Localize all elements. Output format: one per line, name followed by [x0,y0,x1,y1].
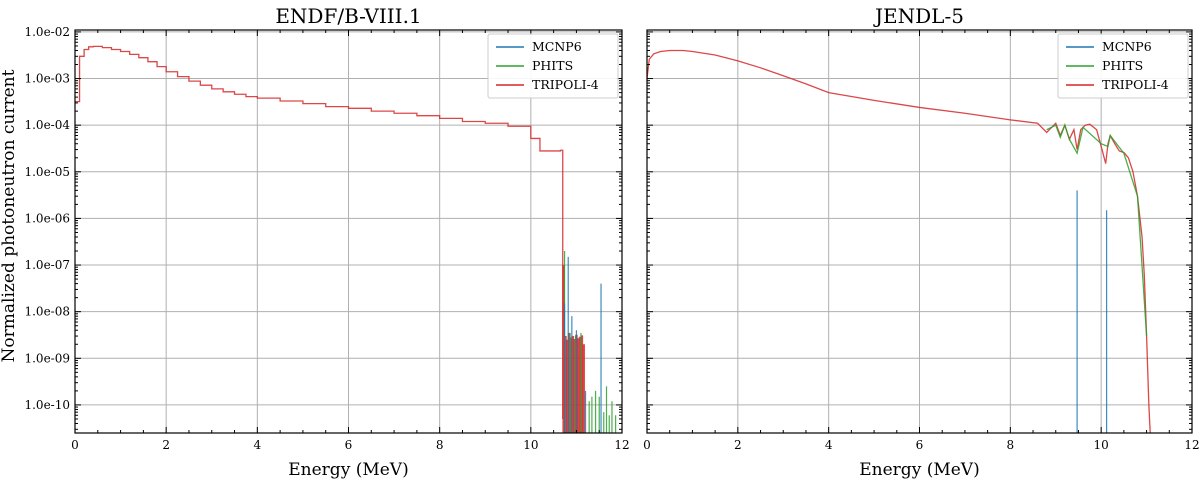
x-tick-label: 8 [1007,438,1015,452]
x-tick-label: 12 [614,438,629,452]
x-tick-label: 2 [734,438,742,452]
chart-title: ENDF/B-VIII.1 [275,4,421,28]
chart-panel-endf: ENDF/B-VIII.1 Energy (MeV) 0 2 4 6 8 10 12 1.0e… [24,4,629,480]
legend-label: PHITS [1102,58,1143,73]
x-tick-label: 10 [1094,438,1109,452]
x-tick-label: 4 [254,438,262,452]
x-axis-label: Energy (MeV) [859,460,979,480]
y-tick-label: 1.0e-02 [24,25,70,39]
y-tick-label: 1.0e-10 [24,398,70,412]
x-tick-label: 12 [1184,438,1199,452]
legend-label: MCNP6 [532,39,582,54]
x-tick-label: 0 [643,438,651,452]
x-tick-label: 2 [162,438,170,452]
legend-box [1057,33,1189,99]
y-tick-label: 1.0e-05 [24,165,70,179]
figure-ylabel: Normalized photoneutron current [0,69,19,362]
legend-label: PHITS [532,58,573,73]
y-tick-label: 1.0e-03 [24,72,70,86]
chart-panel-jendl: JENDL-5 Energy (MeV) 0 2 4 6 8 10 12 MCNP6 PHITS… [643,4,1199,480]
x-tick-label: 10 [523,438,538,452]
chart-title: JENDL-5 [873,4,964,28]
y-tick-label: 1.0e-04 [24,118,70,132]
x-axis-label: Energy (MeV) [288,460,408,480]
series-line-phits [1046,123,1148,337]
legend: MCNP6 PHITS TRIPOLI-4 [1057,33,1189,99]
x-tick-label: 6 [345,438,353,452]
series-line-tripoli-4 [647,49,1151,433]
legend-label: TRIPOLI-4 [1102,77,1169,92]
y-tick-label: 1.0e-08 [24,305,70,319]
series-line-tripoli-4 [75,45,564,419]
y-tick-label: 1.0e-06 [24,211,70,225]
legend-label: TRIPOLI-4 [532,77,599,92]
x-tick-label: 0 [71,438,79,452]
legend-label: MCNP6 [1102,39,1152,54]
legend-box [487,33,619,99]
y-tick-label: 1.0e-07 [24,258,70,272]
y-tick-label: 1.0e-09 [24,351,70,365]
x-tick-label: 4 [825,438,833,452]
x-tick-label: 6 [916,438,924,452]
legend: MCNP6 PHITS TRIPOLI-4 [487,33,619,99]
x-tick-label: 8 [436,438,444,452]
